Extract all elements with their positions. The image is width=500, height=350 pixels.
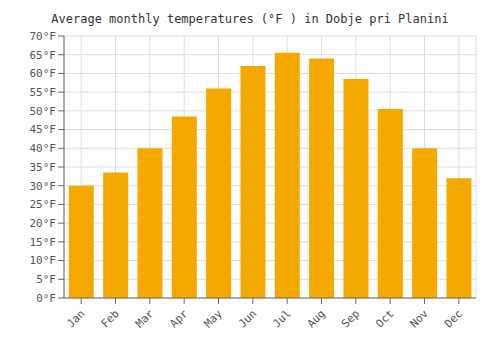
svg-text:65°F: 65°F <box>30 49 57 62</box>
svg-text:Nov: Nov <box>408 307 432 331</box>
svg-text:25°F: 25°F <box>30 198 57 211</box>
svg-text:70°F: 70°F <box>30 30 57 43</box>
svg-text:Feb: Feb <box>99 307 122 330</box>
svg-text:10°F: 10°F <box>30 254 57 267</box>
svg-text:Oct: Oct <box>373 307 396 330</box>
svg-text:40°F: 40°F <box>30 142 57 155</box>
svg-text:5°F: 5°F <box>36 273 56 286</box>
svg-text:50°F: 50°F <box>30 105 57 118</box>
svg-text:45°F: 45°F <box>30 123 57 136</box>
html-text:Average monthly temperatures (: Average monthly temperatures (°F ) in Do… <box>51 12 449 26</box>
svg-text:0°F: 0°F <box>36 292 56 305</box>
svg-text:Sep: Sep <box>339 307 362 330</box>
svg-text:20°F: 20°F <box>30 217 57 230</box>
svg-text:May: May <box>202 307 226 331</box>
svg-text:Apr: Apr <box>167 307 191 331</box>
svg-text:Jan: Jan <box>64 307 87 330</box>
svg-text:60°F: 60°F <box>30 67 57 80</box>
svg-text:Jun: Jun <box>236 307 259 330</box>
svg-text:35°F: 35°F <box>30 161 57 174</box>
svg-text:30°F: 30°F <box>30 180 57 193</box>
svg-text:Mar: Mar <box>133 307 157 331</box>
svg-text:15°F: 15°F <box>30 236 57 249</box>
svg-text:Aug: Aug <box>305 307 328 330</box>
svg-text:Dec: Dec <box>442 307 465 330</box>
svg-text:Jul: Jul <box>270 307 293 330</box>
svg-text:55°F: 55°F <box>30 86 57 99</box>
